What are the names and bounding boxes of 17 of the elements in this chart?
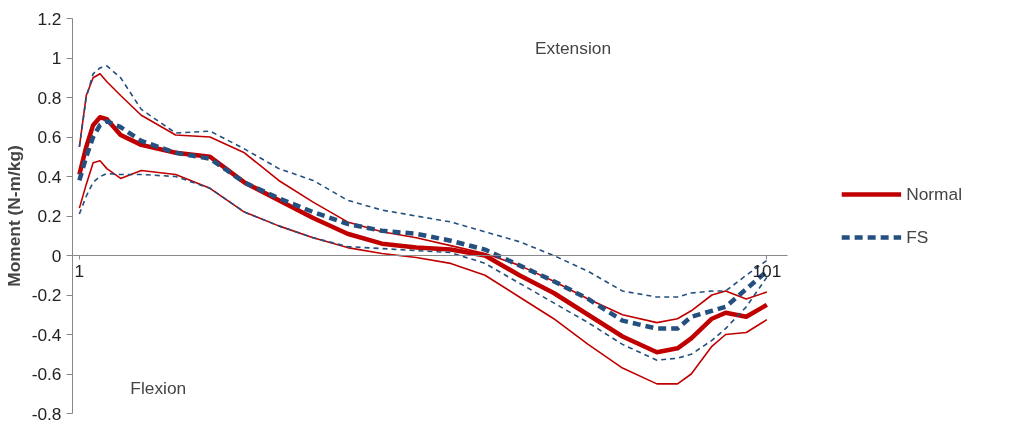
y-tick-label: 0.2 — [37, 206, 62, 226]
y-tick-label: 0 — [51, 245, 62, 266]
y-tick-label: -0.8 — [31, 403, 62, 424]
y-tick-label: -0.4 — [31, 324, 62, 345]
x-tick-label: 101 — [752, 260, 782, 281]
legend-label: FS — [906, 226, 929, 248]
y-tick-label: 0.6 — [37, 127, 62, 147]
legend-label: Normal — [906, 183, 962, 205]
y-tick-label: 1.2 — [37, 8, 62, 29]
y-tick-label: -0.6 — [31, 364, 62, 384]
annotation: Extension — [534, 38, 612, 58]
y-tick-label: -0.2 — [31, 285, 62, 305]
y-tick-label: 0.8 — [37, 87, 62, 108]
y-axis-title: Moment (N-m/kg) — [3, 145, 24, 287]
y-tick-label: 0.4 — [37, 166, 62, 187]
y-tick-label: 1 — [51, 48, 62, 68]
annotation: Flexion — [130, 377, 187, 398]
